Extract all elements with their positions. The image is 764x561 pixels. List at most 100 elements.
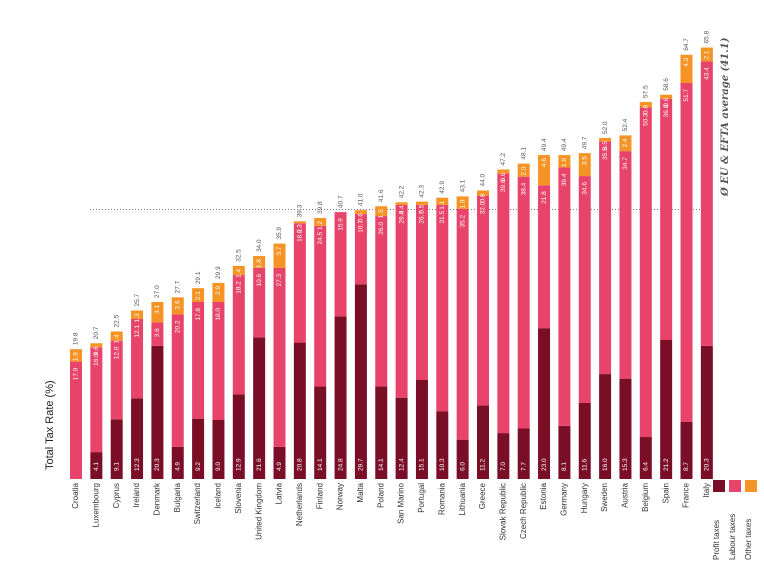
label-labour-18: 31.5 xyxy=(439,211,446,224)
label-profit-3: 12.3 xyxy=(134,458,141,471)
label-labour-20: 32.0 xyxy=(480,201,487,214)
average-label: Ø EU & EFTA average (41.1) xyxy=(720,37,731,196)
label-total-29: 58.6 xyxy=(663,78,670,91)
bar-other-27 xyxy=(619,135,632,152)
label-profit-29: 21.2 xyxy=(663,458,670,471)
label-labour-6: 17.8 xyxy=(195,308,202,321)
label-profit-19: 6.0 xyxy=(459,462,466,471)
label-profit-17: 15.1 xyxy=(419,458,426,471)
bar-labour-22 xyxy=(517,176,530,429)
label-labour-8: 18.2 xyxy=(236,281,243,294)
bar-other-30 xyxy=(680,54,693,83)
bar-other-4 xyxy=(151,301,164,323)
label-profit-12: 14.1 xyxy=(317,458,324,471)
bar-profit-4 xyxy=(151,345,164,479)
category-label-4: Denmark xyxy=(153,482,162,515)
label-labour-17: 26.7 xyxy=(419,211,426,224)
label-total-4: 27.0 xyxy=(154,285,161,298)
bars-group xyxy=(70,47,713,479)
label-profit-24: 8.1 xyxy=(561,462,568,471)
label-other-6: 2.1 xyxy=(195,291,202,300)
bar-labour-29 xyxy=(660,98,673,340)
category-label-24: Germany xyxy=(560,483,569,516)
bar-other-11 xyxy=(293,221,306,224)
bar-labour-10 xyxy=(273,267,286,447)
bar-profit-12 xyxy=(314,386,327,479)
legend-swatch-other xyxy=(745,480,757,492)
bar-labour-5 xyxy=(171,314,184,447)
category-label-2: Cyprus xyxy=(112,483,121,508)
label-total-6: 29.1 xyxy=(195,271,202,284)
legend-swatch-profit xyxy=(713,480,725,492)
label-profit-27: 15.3 xyxy=(622,458,629,471)
bar-other-2 xyxy=(110,331,123,341)
label-profit-16: 12.4 xyxy=(398,458,405,471)
label-labour-5: 20.2 xyxy=(174,320,181,333)
legend-item-profit: Profit taxes xyxy=(712,480,732,560)
bar-labour-31 xyxy=(700,61,713,346)
label-other-18: 1.1 xyxy=(439,200,446,209)
label-total-21: 47.2 xyxy=(500,152,507,165)
bar-other-15 xyxy=(375,206,388,217)
y-axis-label: Total Tax Rate (%) xyxy=(44,380,56,470)
bar-other-25 xyxy=(578,153,591,177)
legend-item-other: Other taxes xyxy=(744,480,764,560)
label-other-3: 1.3 xyxy=(134,313,141,322)
label-total-25: 49.7 xyxy=(581,136,588,149)
bar-other-0 xyxy=(70,349,82,362)
bar-other-24 xyxy=(558,155,571,168)
label-labour-16: 29.4 xyxy=(398,211,405,224)
label-profit-22: 7.7 xyxy=(520,462,527,471)
bar-profit-13 xyxy=(334,316,347,479)
label-total-1: 20.7 xyxy=(93,326,100,339)
bar-labour-8 xyxy=(232,275,245,395)
bar-profit-26 xyxy=(599,374,612,479)
bar-profit-5 xyxy=(171,446,184,479)
bar-other-23 xyxy=(538,155,551,186)
label-other-19: 1.9 xyxy=(459,199,466,208)
bar-other-10 xyxy=(273,243,286,268)
category-label-22: Czech Republic xyxy=(519,483,528,539)
category-label-17: Portugal xyxy=(417,483,426,513)
label-labour-3: 12.1 xyxy=(134,325,141,338)
label-total-15: 41.6 xyxy=(378,189,385,202)
bar-other-9 xyxy=(253,256,266,268)
category-label-3: Ireland xyxy=(132,483,141,507)
bar-labour-4 xyxy=(151,322,164,346)
label-total-22: 48.1 xyxy=(520,147,527,160)
label-labour-15: 26.0 xyxy=(378,222,385,235)
label-profit-2: 9.1 xyxy=(113,462,120,471)
bar-profit-29 xyxy=(660,339,673,479)
legend-label-other: Other taxes xyxy=(744,518,753,560)
label-total-12: 39.8 xyxy=(317,201,324,214)
label-labour-24: 39.4 xyxy=(561,173,568,186)
label-other-16: 0.4 xyxy=(398,205,405,214)
label-other-11: 0.3 xyxy=(297,224,304,233)
label-total-10: 35.9 xyxy=(276,227,283,240)
bar-labour-20 xyxy=(477,195,489,406)
category-label-18: Romania xyxy=(437,482,446,515)
category-label-0: Croatia xyxy=(71,482,80,508)
label-other-10: 3.7 xyxy=(276,246,283,255)
label-profit-4: 20.3 xyxy=(154,458,161,471)
bar-other-8 xyxy=(232,265,245,276)
bar-other-28 xyxy=(639,101,652,108)
bar-profit-10 xyxy=(273,446,286,479)
bar-profit-7 xyxy=(212,419,225,479)
bar-labour-15 xyxy=(375,216,388,387)
label-total-3: 25.7 xyxy=(134,293,141,306)
bar-other-26 xyxy=(599,138,612,142)
label-profit-7: 9.0 xyxy=(215,462,222,471)
bar-labour-9 xyxy=(253,267,266,338)
label-total-30: 64.7 xyxy=(683,38,690,51)
bar-labour-24 xyxy=(558,167,571,426)
label-other-14: 0.6 xyxy=(358,213,365,222)
category-label-26: Sweden xyxy=(600,483,609,512)
label-labour-12: 24.5 xyxy=(317,232,324,245)
category-label-10: Latvia xyxy=(275,482,284,504)
label-total-28: 57.5 xyxy=(643,85,650,98)
bar-labour-13 xyxy=(334,212,347,317)
bar-profit-21 xyxy=(497,433,510,479)
bar-other-5 xyxy=(171,297,184,315)
bar-profit-30 xyxy=(680,421,693,479)
